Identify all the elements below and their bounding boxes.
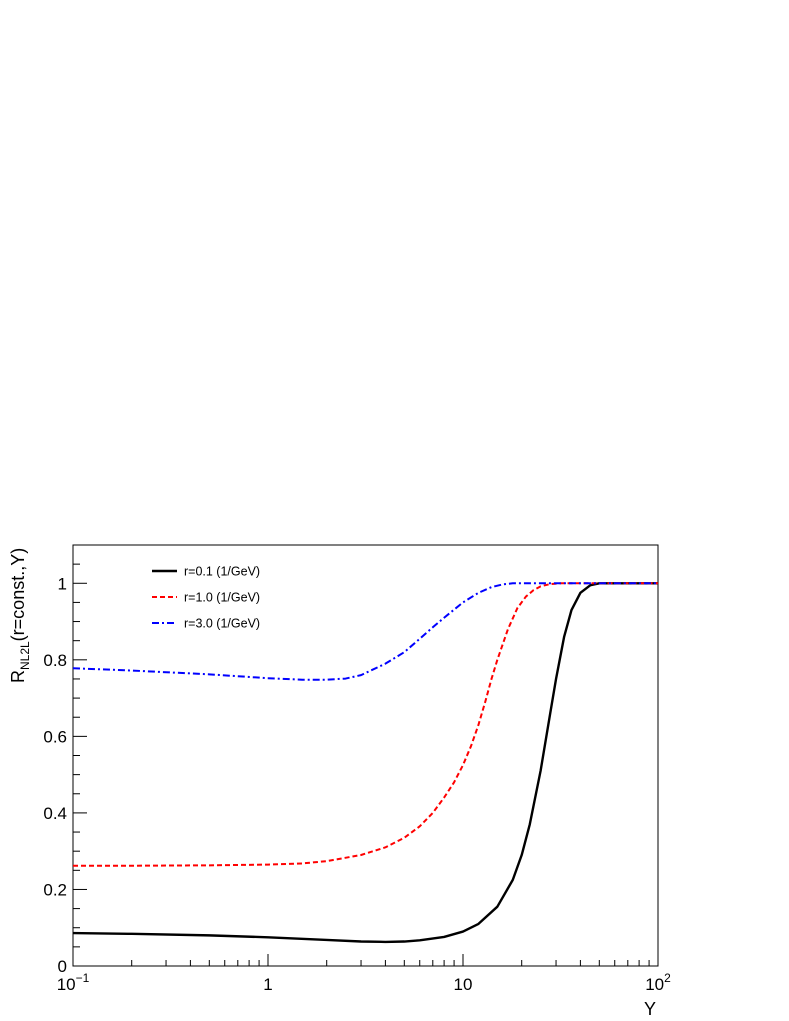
- legend-label-1: r=0.1 (1/GeV): [184, 565, 260, 579]
- plot-frame: [72, 544, 659, 967]
- y-tick-label: 0.8: [43, 651, 67, 670]
- legend-label-2: r=1.0 (1/GeV): [184, 591, 260, 605]
- y-tick-labels: 0 0.2 0.4 0.6 0.8 1: [43, 574, 67, 976]
- x-tick-label-exponent: 2: [664, 971, 671, 985]
- legend: r=0.1 (1/GeV) r=1.0 (1/GeV) r=3.0 (1/GeV): [152, 565, 260, 631]
- y-axis-title-rest: (r=const.,Y): [8, 548, 28, 642]
- x-axis-title: Y: [644, 999, 656, 1019]
- y-tick-label: 1: [58, 574, 67, 593]
- y-axis-title-main: R: [8, 670, 28, 683]
- series-lines: [72, 582, 658, 944]
- x-tick-label: 102: [645, 971, 671, 994]
- series-line-2: [73, 582, 658, 867]
- x-tick-label-exponent: −1: [76, 971, 90, 985]
- x-tick-labels: 10−1 1 10 102: [57, 971, 671, 994]
- x-tick-label: 10−1: [57, 971, 90, 994]
- series-line-1: [72, 582, 658, 944]
- y-tick-label: 0.6: [43, 727, 67, 746]
- x-tick-label-base: 1: [263, 975, 272, 994]
- y-tick-label: 0.2: [43, 880, 67, 899]
- y-axis-title-subscript: NL2L: [18, 641, 32, 670]
- x-tick-label-base: 10: [645, 975, 664, 994]
- x-tick-label: 10: [454, 975, 473, 994]
- y-axis-title: RNL2L(r=const.,Y): [8, 548, 32, 683]
- major-ticks: [72, 582, 659, 967]
- minor-ticks: [73, 544, 650, 966]
- x-tick-label-base: 10: [454, 975, 473, 994]
- legend-label-3: r=3.0 (1/GeV): [184, 617, 260, 631]
- y-tick-label: 0.4: [43, 804, 67, 823]
- y-tick-label: 0: [58, 957, 67, 976]
- series-line-3: [72, 582, 658, 681]
- x-tick-label-base: 10: [57, 975, 76, 994]
- x-tick-label: 1: [263, 975, 272, 994]
